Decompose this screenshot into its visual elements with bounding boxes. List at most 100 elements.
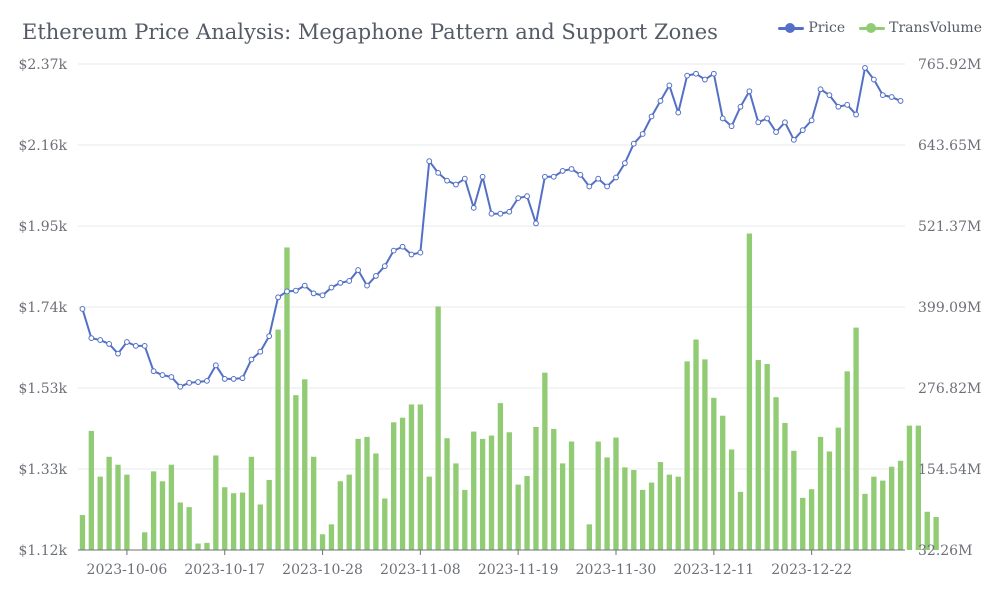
price-point: [408, 251, 415, 258]
price-point: [364, 282, 370, 289]
volume-bar: [897, 460, 904, 550]
axes: $1.12k 32.26M $1.33k 154.54M $1.53k 276.82M $1…: [18, 57, 981, 578]
volume-bar: [595, 441, 601, 550]
volume-bar: [924, 511, 930, 550]
price-point: [533, 220, 539, 227]
price-point: [497, 210, 504, 217]
volume-bar: [248, 456, 255, 550]
price-point: [693, 70, 699, 77]
price-point: [204, 377, 210, 384]
price-point: [266, 333, 273, 340]
volume-bar: [773, 397, 779, 550]
legend-label-price: Price: [808, 20, 846, 36]
price-point: [141, 342, 148, 349]
price-point: [888, 94, 895, 100]
chart-title: Ethereum Price Analysis: Megaphone Patte…: [22, 20, 718, 44]
y-left-tick-label: $2.16k: [18, 138, 67, 154]
volume-bar: [186, 507, 192, 550]
price-point: [168, 374, 175, 380]
price-point: [257, 348, 264, 355]
volume-bar: [479, 438, 486, 550]
x-tick-label: 2023-10-06: [87, 562, 168, 578]
x-tick-label: 2023-12-22: [771, 562, 852, 578]
volume-bar: [702, 359, 708, 550]
price-point: [755, 119, 762, 126]
price-point: [604, 183, 611, 190]
legend-swatch-price: [778, 23, 805, 33]
y-left-tick-label: $2.37k: [18, 57, 67, 73]
volume-bar: [106, 456, 112, 550]
price-point: [230, 376, 237, 382]
legend: Price TransVolume: [778, 20, 982, 36]
volume-bar: [462, 489, 468, 550]
volume-bar: [453, 463, 459, 550]
price-point: [684, 72, 691, 79]
volume-bar: [666, 474, 673, 550]
price-point: [621, 160, 628, 167]
volume-bar: [328, 524, 335, 550]
volume-bar: [293, 395, 299, 550]
price-point: [319, 292, 326, 299]
price-point: [666, 82, 673, 89]
volume-bar: [782, 422, 788, 550]
volume-bar: [142, 532, 148, 550]
volume-bar: [391, 422, 397, 550]
price-point: [710, 70, 717, 77]
volume-bar: [222, 487, 228, 550]
price-point: [728, 123, 735, 130]
price-point: [550, 173, 557, 180]
volume-bar: [800, 497, 806, 550]
volume-bar: [426, 476, 432, 550]
volume-bar: [275, 329, 281, 550]
volume-bar: [239, 492, 246, 550]
price-point: [470, 204, 477, 211]
volume-bar: [302, 379, 308, 550]
bar-series-transvolume: [79, 233, 939, 550]
volume-bar: [337, 481, 343, 550]
price-point: [524, 193, 530, 200]
price-point: [177, 383, 184, 390]
volume-bar: [177, 502, 183, 550]
volume-bar: [97, 476, 103, 550]
price-point: [221, 376, 228, 382]
volume-bar: [115, 464, 121, 550]
price-point: [292, 287, 299, 294]
volume-bar: [266, 479, 272, 550]
legend-item-transvolume[interactable]: TransVolume: [859, 20, 982, 36]
price-point: [275, 294, 281, 301]
price-point: [853, 111, 859, 118]
price-point: [426, 158, 433, 165]
volume-bar: [648, 482, 655, 550]
volume-bar: [542, 372, 548, 550]
price-point: [97, 337, 104, 343]
price-point: [639, 131, 646, 137]
price-point: [186, 379, 193, 386]
price-point: [310, 290, 317, 297]
price-point: [657, 98, 664, 104]
legend-item-price[interactable]: Price: [778, 20, 845, 36]
volume-bar: [871, 476, 877, 550]
price-point: [897, 98, 904, 104]
price-point: [435, 169, 442, 176]
volume-bar: [817, 436, 824, 550]
volume-bar: [808, 489, 815, 550]
price-point: [337, 279, 344, 286]
volume-bar: [284, 247, 290, 550]
price-point: [239, 375, 246, 382]
y-left-tick-label: $1.12k: [18, 543, 67, 559]
price-point: [399, 243, 406, 250]
volume-bar: [488, 435, 495, 550]
volume-bar: [346, 474, 352, 550]
legend-label-transvolume: TransVolume: [889, 20, 982, 36]
price-point: [488, 210, 495, 217]
price-point: [515, 195, 522, 202]
volume-bar: [568, 441, 575, 550]
price-point: [799, 127, 806, 133]
volume-bar: [168, 464, 175, 550]
y-right-tick-label: 399.09M: [918, 300, 981, 316]
price-point: [719, 115, 726, 122]
volume-bar: [524, 475, 530, 550]
volume-bar: [79, 515, 86, 550]
volume-bar: [435, 306, 441, 550]
